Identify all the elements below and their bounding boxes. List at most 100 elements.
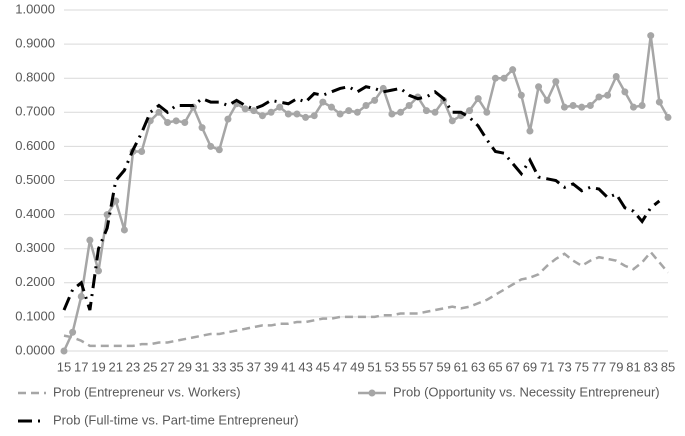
y-tick-label: 0.5000 (15, 172, 55, 187)
x-tick-label: 15 (57, 359, 71, 374)
point (569, 101, 577, 109)
y-tick-label: 0.2000 (15, 274, 55, 289)
y-tick-label: 0.0000 (15, 342, 55, 357)
point (664, 113, 672, 121)
x-tick-label: 39 (264, 359, 278, 374)
x-tick-label: 31 (195, 359, 209, 374)
point (655, 98, 663, 106)
x-tick-label: 49 (350, 359, 364, 374)
point (397, 108, 405, 116)
point (198, 124, 206, 132)
point (138, 148, 146, 156)
point (60, 347, 68, 355)
x-tick-label: 27 (160, 359, 174, 374)
point (302, 113, 310, 121)
point (612, 72, 620, 80)
point (155, 108, 163, 116)
point (517, 91, 525, 99)
x-tick-label: 47 (333, 359, 347, 374)
x-tick-label: 73 (557, 359, 571, 374)
point (224, 115, 232, 123)
y-tick-label: 0.8000 (15, 70, 55, 85)
x-tick-label: 33 (212, 359, 226, 374)
point (483, 108, 491, 116)
x-tick-label: 67 (505, 359, 519, 374)
x-tick-label: 79 (609, 359, 623, 374)
point (276, 103, 284, 111)
point (284, 110, 292, 118)
x-tick-label: 75 (574, 359, 588, 374)
point (336, 110, 344, 118)
y-tick-label: 0.9000 (15, 36, 55, 51)
x-tick-label: 21 (109, 359, 123, 374)
point (164, 119, 172, 127)
point (629, 103, 637, 111)
point (120, 226, 128, 234)
point (371, 96, 379, 104)
x-tick-label: 29 (178, 359, 192, 374)
point (319, 98, 327, 106)
point (362, 101, 370, 109)
point (327, 103, 335, 111)
x-tick-label: 37 (247, 359, 261, 374)
point (241, 105, 249, 113)
y-tick-label: 0.6000 (15, 138, 55, 153)
legend-label: Prob (Entrepreneur vs. Workers) (53, 384, 241, 399)
x-tick-label: 45 (316, 359, 330, 374)
x-tick-label: 77 (592, 359, 606, 374)
point (181, 119, 189, 127)
x-tick-label: 59 (436, 359, 450, 374)
y-tick-label: 0.7000 (15, 104, 55, 119)
point (345, 107, 353, 115)
y-tick-label: 0.4000 (15, 206, 55, 221)
point (509, 66, 517, 74)
x-tick-label: 65 (488, 359, 502, 374)
point (422, 107, 430, 115)
point (595, 93, 603, 101)
point (552, 78, 560, 86)
point (258, 112, 266, 120)
point (431, 108, 439, 116)
point (293, 110, 301, 118)
point (526, 127, 534, 135)
legend-marker (368, 389, 376, 397)
x-tick-label: 55 (402, 359, 416, 374)
x-tick-label: 63 (471, 359, 485, 374)
x-tick-label: 23 (126, 359, 140, 374)
x-tick-label: 17 (74, 359, 88, 374)
point (172, 117, 180, 125)
point (86, 236, 94, 244)
point (560, 103, 568, 111)
point (95, 267, 103, 275)
series-line (62, 85, 661, 311)
y-tick-label: 1.0000 (15, 1, 55, 16)
x-tick-label: 85 (661, 359, 675, 374)
x-tick-label: 41 (281, 359, 295, 374)
x-tick-label: 57 (419, 359, 433, 374)
x-tick-label: 71 (540, 359, 554, 374)
point (466, 107, 474, 115)
point (77, 292, 85, 300)
x-tick-label: 51 (367, 359, 381, 374)
point (578, 103, 586, 111)
point (353, 108, 361, 116)
point (543, 96, 551, 104)
legend-label: Prob (Opportunity vs. Necessity Entrepre… (393, 384, 660, 399)
point (638, 101, 646, 109)
point (535, 83, 543, 91)
point (103, 211, 111, 219)
x-tick-label: 61 (454, 359, 468, 374)
y-tick-label: 0.3000 (15, 240, 55, 255)
x-tick-label: 19 (91, 359, 105, 374)
point (112, 197, 120, 205)
point (500, 74, 508, 82)
point (250, 107, 258, 115)
point (621, 88, 629, 96)
x-tick-label: 69 (523, 359, 537, 374)
point (207, 142, 215, 150)
point (405, 101, 413, 109)
point (388, 110, 396, 118)
point (474, 95, 482, 103)
x-tick-label: 53 (385, 359, 399, 374)
